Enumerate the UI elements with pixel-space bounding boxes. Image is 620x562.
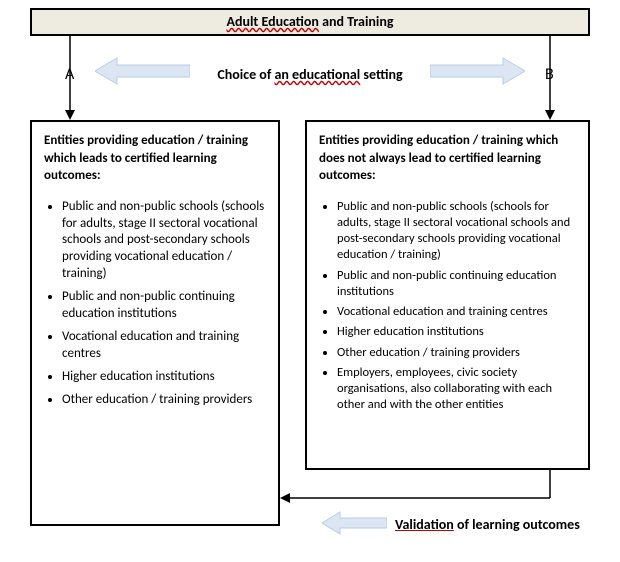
list-item: Higher education institutions [337, 324, 576, 340]
list-item: Other education / training providers [337, 345, 576, 361]
validation-p2: of learning outcomes [454, 516, 580, 533]
black-arrow-b-to-a [280, 470, 580, 508]
title-part1: Adult Education [226, 13, 318, 30]
box-b-list: Public and non-public schools (schools f… [319, 199, 576, 414]
title-box: Adult Education and Training [30, 8, 590, 36]
choice-p1: Choice of [217, 66, 274, 83]
list-item: Public and non-public continuing educati… [62, 289, 266, 323]
validation-p1: Validation [395, 516, 454, 533]
choice-text: Choice of an educational setting [0, 66, 620, 83]
list-item: Public and non-public schools (schools f… [337, 199, 576, 264]
list-item: Higher education institutions [62, 369, 266, 386]
box-b: Entities providing education / training … [305, 120, 590, 470]
list-item: Other education / training providers [62, 392, 266, 409]
list-item: Employers, employees, civic society orga… [337, 365, 576, 414]
block-arrow-validation-icon [322, 510, 387, 536]
list-item: Public and non-public schools (schools f… [62, 199, 266, 283]
validation-text: Validation of learning outcomes [395, 516, 580, 533]
box-a: Entities providing education / training … [30, 120, 280, 526]
box-a-heading: Entities providing education / training … [44, 132, 266, 185]
choice-p3: setting [360, 66, 402, 83]
list-item: Vocational education and training centre… [337, 304, 576, 320]
choice-p2: an educational [274, 66, 360, 83]
box-b-heading: Entities providing education / training … [319, 132, 576, 185]
box-a-list: Public and non-public schools (schools f… [44, 199, 266, 409]
list-item: Public and non-public continuing educati… [337, 268, 576, 301]
title-part2: and Training [319, 13, 394, 30]
list-item: Vocational education and training centre… [62, 329, 266, 363]
